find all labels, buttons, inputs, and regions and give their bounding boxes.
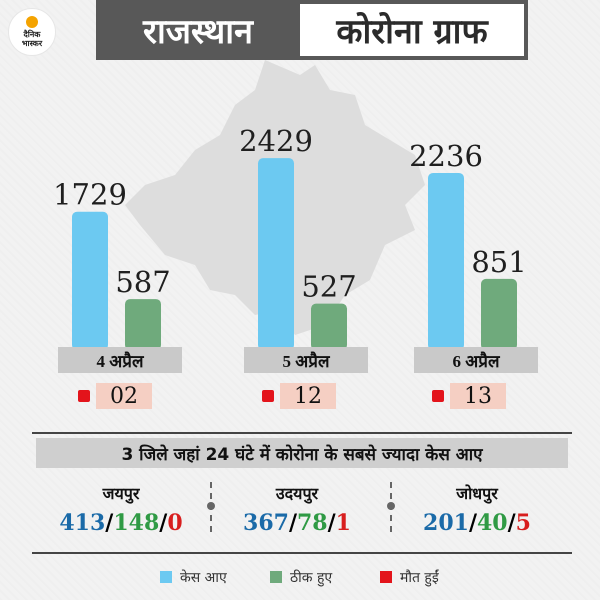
stat-separator: / [105,510,114,536]
district-stats: 367/78/1 [212,508,382,538]
district-cases: 413 [59,510,106,536]
district-deaths: 1 [335,510,351,536]
legend-item-cases: केस आए [160,566,227,588]
date-label-2: 5 अप्रैल [244,347,368,373]
title-topic: कोरोना ग्राफ [300,0,528,60]
cases-bar-2 [258,158,294,350]
deaths-value-3: 13 [450,383,506,409]
district-deaths: 5 [515,510,531,536]
district-stats: 201/40/5 [392,508,562,538]
dainik-bhaskar-logo: दैनिक भास्कर [8,8,56,56]
legend-label: केस आए [180,569,227,586]
district-name: जोधपुर [456,484,498,503]
district-recovered: 78 [297,510,328,536]
districts-heading: 3 जिले जहां 24 घंटे में कोरोना के सबसे ज… [36,438,568,468]
logo-text-line1: दैनिक [23,30,41,39]
legend-swatch [160,571,172,583]
deaths-value-2: 12 [280,383,336,409]
death-marker-icon [78,390,90,402]
recovered-value-label-3: 851 [471,245,526,279]
district-separator [387,482,395,532]
stat-separator: / [468,510,477,536]
stat-separator: / [288,510,297,536]
cases-bar-3 [428,172,464,350]
district-recovered: 148 [113,510,160,536]
recovered-bar-1 [125,299,161,350]
district-cases: 201 [423,510,469,536]
legend-swatch [270,571,282,583]
deaths-value-1: 02 [96,383,152,409]
district-recovered: 40 [477,510,508,536]
legend-item-deaths: मौत हुईं [380,566,439,588]
recovered-bar-2 [311,303,347,350]
section-divider [32,552,572,554]
title-state: राजस्थान [96,0,300,60]
legend-swatch [380,571,392,583]
recovered-value-label-2: 527 [301,270,356,304]
death-marker-icon [432,390,444,402]
bar-chart: 1729 2429 2236 587 527 851 [53,124,527,350]
stat-separator: / [507,510,516,536]
legend-label: ठीक हुए [290,569,333,586]
district-deaths: 0 [167,510,183,536]
death-marker-icon [262,390,274,402]
recovered-value-label-1: 587 [115,265,170,299]
district-name: जयपुर [102,484,140,503]
section-divider [32,432,572,434]
district-name: उदयपुर [275,484,319,503]
district-jodhpur: जोधपुर 201/40/5 [392,480,562,538]
district-cases: 367 [243,510,289,536]
legend-item-recovered: ठीक हुए [270,566,332,588]
district-separator [207,482,215,532]
stat-separator: / [327,510,336,536]
district-udaipur: उदयपुर 367/78/1 [212,480,382,538]
cases-value-label-1: 1729 [53,178,127,212]
logo-text-line2: भास्कर [21,39,43,48]
recovered-bar-3 [481,278,517,350]
district-stats: 413/148/0 [36,508,206,538]
date-label-1: 4 अप्रैल [58,347,182,373]
cases-value-label-3: 2236 [409,139,483,173]
cases-value-label-2: 2429 [239,124,313,158]
legend-label: मौत हुईं [400,569,439,586]
date-label-3: 6 अप्रैल [414,347,538,373]
cases-bar-1 [72,211,108,350]
stat-separator: / [159,510,168,536]
sun-icon [26,16,38,28]
district-jaipur: जयपुर 413/148/0 [36,480,206,538]
